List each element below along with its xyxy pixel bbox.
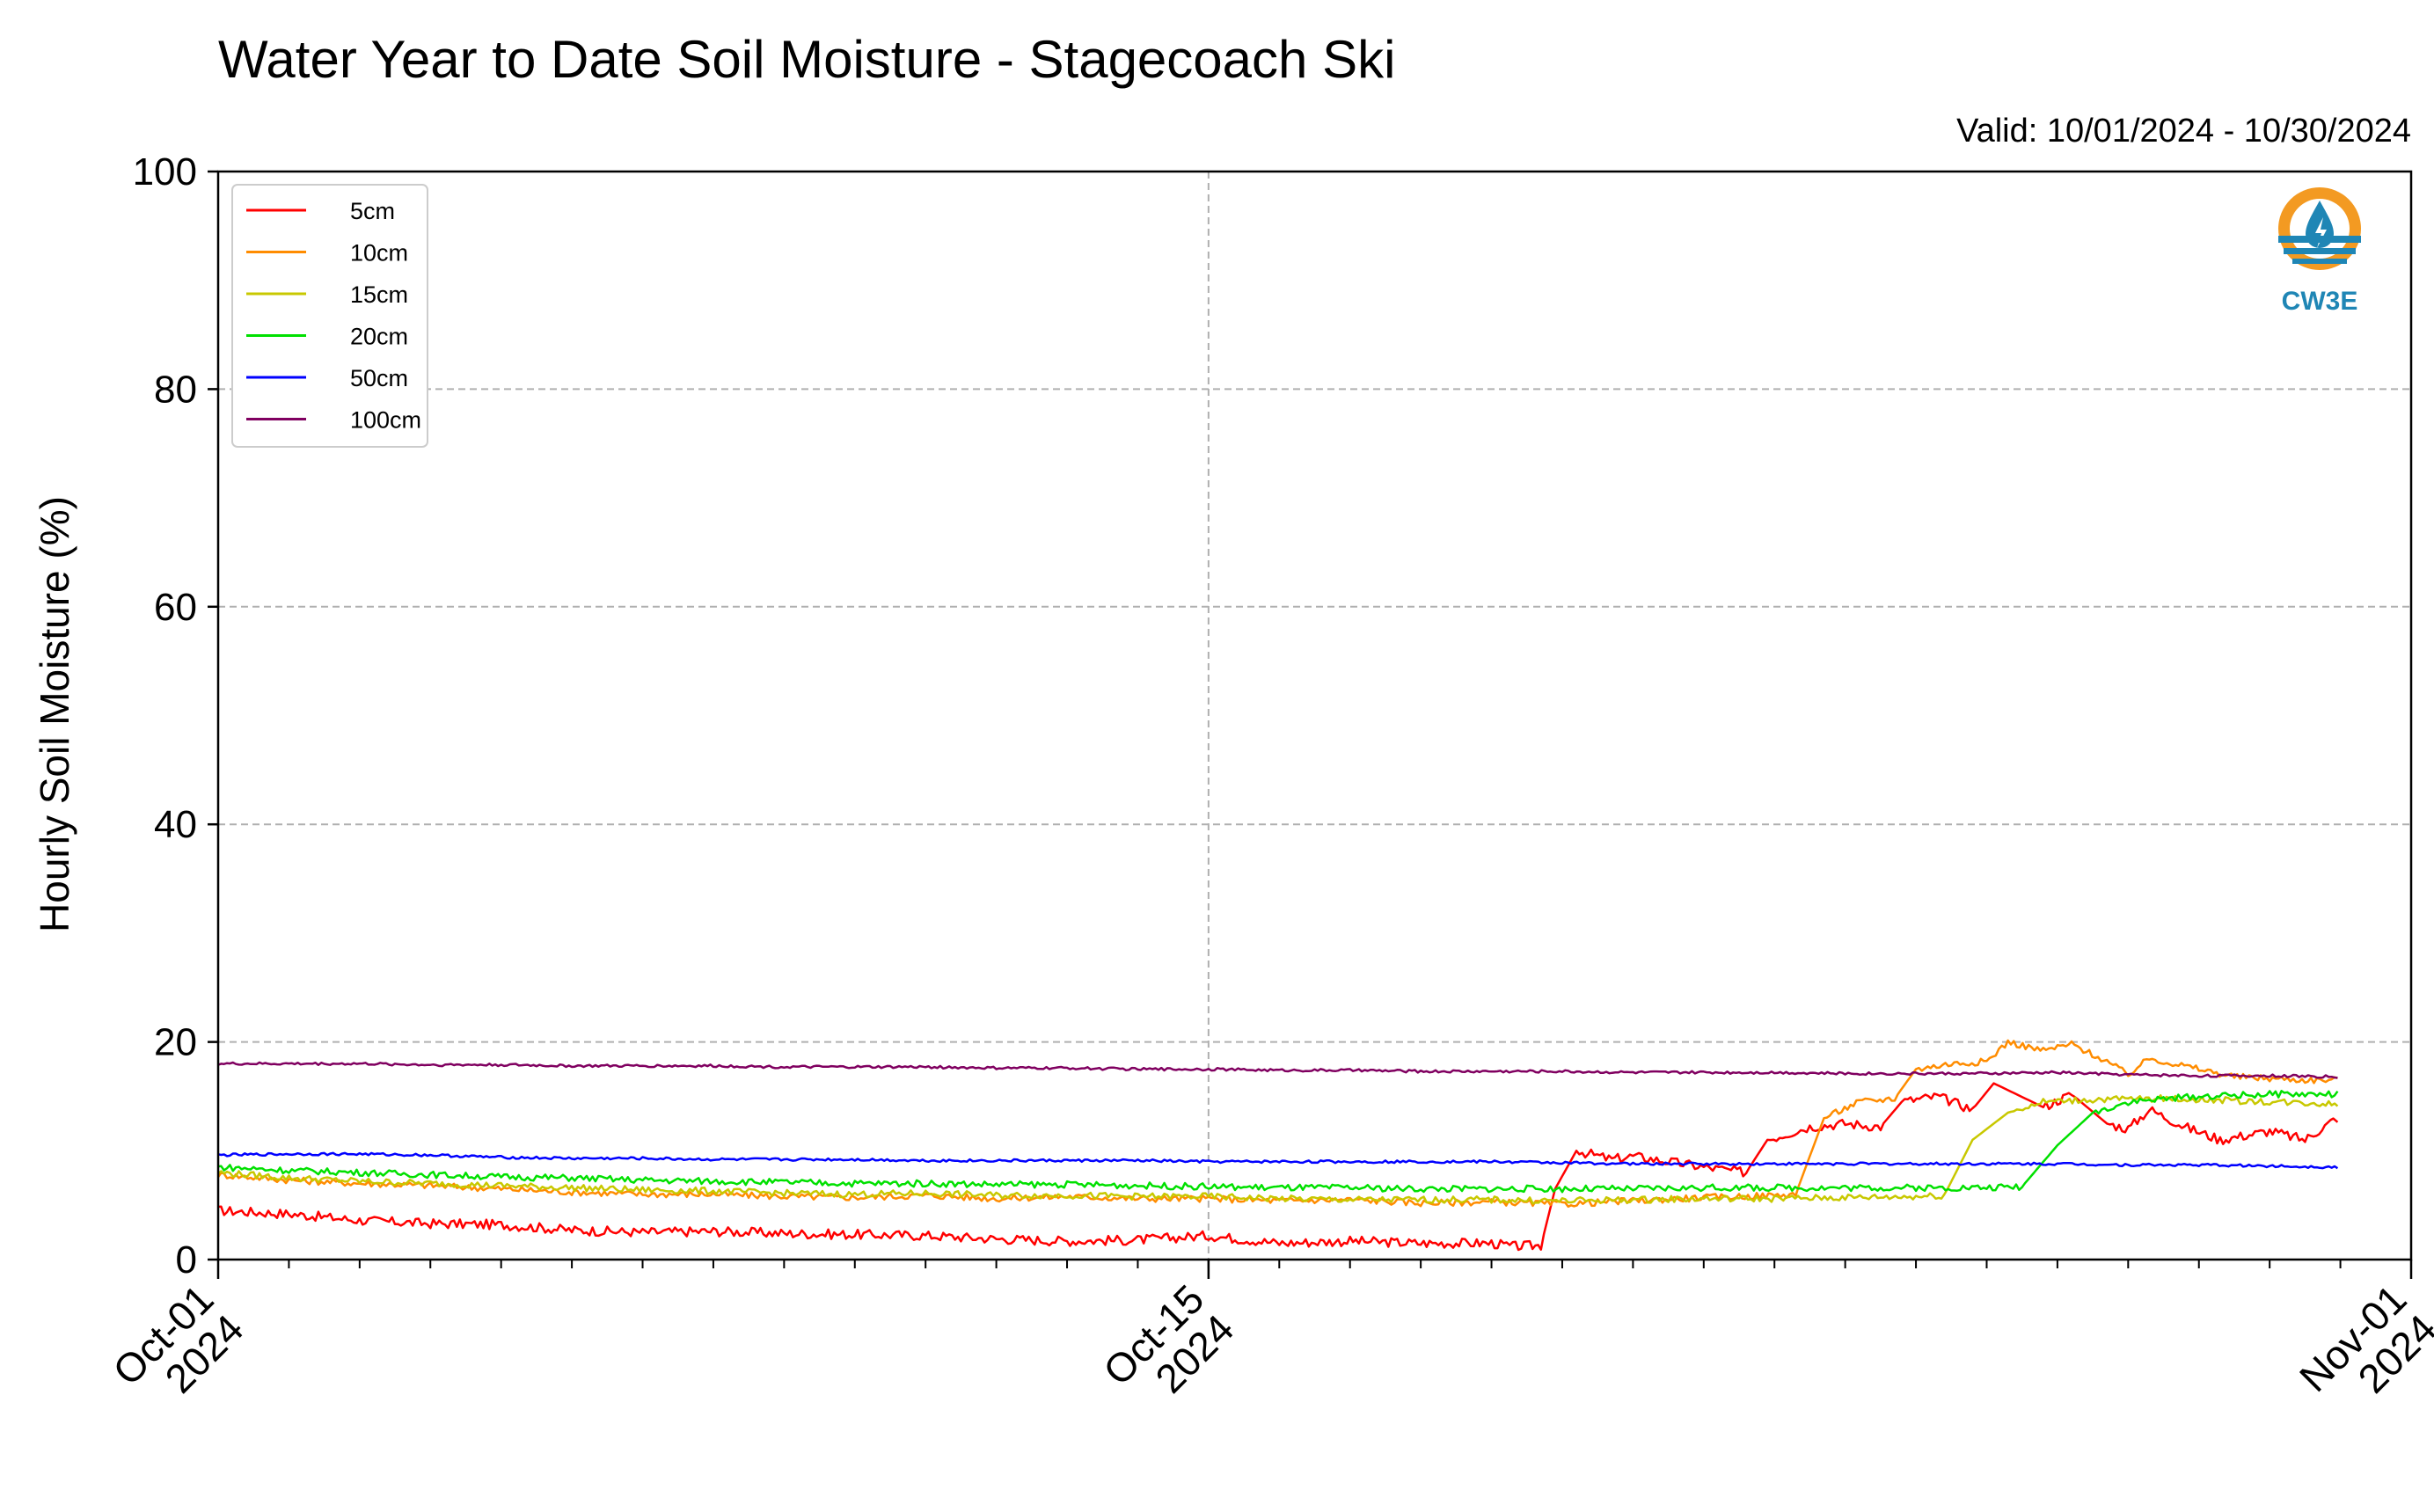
y-axis-ticks: 0 20 40 60 80 100 (133, 150, 218, 1282)
data-series (216, 1039, 2339, 1252)
chart-title: Water Year to Date Soil Moisture - Stage… (218, 30, 1395, 89)
cw3e-logo: CW3E (2278, 187, 2361, 316)
series-line-50cm (217, 1151, 2339, 1170)
series-line-5cm (217, 1082, 2339, 1252)
legend-label-20cm: 20cm (350, 324, 408, 350)
series-line-100cm (217, 1061, 2338, 1079)
legend-box (231, 184, 428, 448)
logo-text: CW3E (2282, 287, 2358, 316)
legend-label-5cm: 5cm (350, 198, 395, 224)
y-tick-label: 80 (154, 368, 197, 411)
plot-area-frame (216, 170, 2413, 1261)
y-tick-label: 100 (133, 150, 197, 194)
y-tick-label: 20 (154, 1021, 197, 1064)
legend-label-10cm: 10cm (350, 240, 408, 267)
grid-lines (217, 171, 2412, 1260)
series-line-15cm (217, 1094, 2339, 1205)
y-tick-label: 0 (176, 1238, 197, 1282)
legend-label-15cm: 15cm (350, 281, 408, 308)
legend-label-100cm: 100cm (350, 407, 421, 434)
legend-label-50cm: 50cm (350, 365, 408, 391)
y-tick-label: 40 (154, 803, 197, 846)
series-line-20cm (217, 1090, 2339, 1194)
valid-date-range: Valid: 10/01/2024 - 10/30/2024 (1956, 113, 2411, 150)
y-tick-label: 60 (154, 586, 197, 629)
legend[interactable]: 5cm 10cm 15cm 20cm 50cm 100cm (231, 184, 428, 448)
y-axis-label: Hourly Soil Moisture (%) (32, 496, 77, 932)
cw3e-water-drop-logo-icon (2278, 187, 2361, 270)
